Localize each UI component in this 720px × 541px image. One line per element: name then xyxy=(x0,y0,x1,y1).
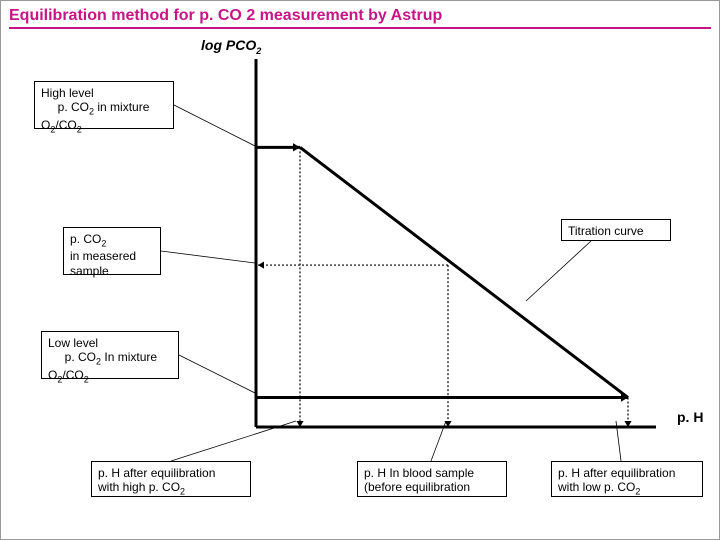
diagram-plot xyxy=(246,49,666,437)
label-low-pco2: Low level p. CO2 In mixtureO2/CO2 xyxy=(41,331,179,379)
label-high-pco2: High level p. CO2 in mixtureO2/CO2 xyxy=(34,81,174,129)
label-ph-high: p. H after equilibrationwith high p. CO2 xyxy=(91,461,251,497)
label-titration-curve: Titration curve xyxy=(561,219,671,241)
title-underline xyxy=(9,27,711,29)
label-measured-pco2: p. CO2in measeredsample xyxy=(63,227,161,275)
x-axis-label: p. H xyxy=(677,409,703,425)
label-ph-low: p. H after equilibrationwith low p. CO2 xyxy=(551,461,703,497)
label-ph-sample: p. H In blood sample(before equilibratio… xyxy=(357,461,507,497)
page-title: Equilibration method for p. CO 2 measure… xyxy=(9,7,442,25)
